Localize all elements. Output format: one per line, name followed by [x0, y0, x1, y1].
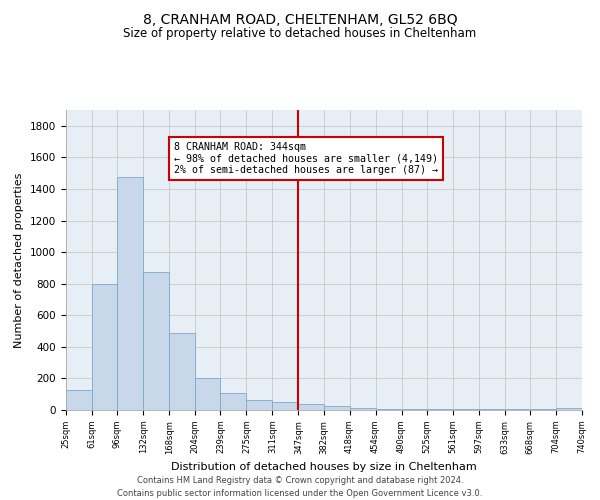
Y-axis label: Number of detached properties: Number of detached properties: [14, 172, 25, 348]
Bar: [195, 378, 220, 410]
Bar: [272, 402, 298, 410]
Bar: [376, 409, 401, 410]
Bar: [427, 409, 453, 410]
Text: Size of property relative to detached houses in Cheltenham: Size of property relative to detached ho…: [124, 28, 476, 40]
Bar: [505, 409, 530, 410]
Bar: [350, 408, 376, 410]
Text: 8 CRANHAM ROAD: 344sqm
← 98% of detached houses are smaller (4,149)
2% of semi-d: 8 CRANHAM ROAD: 344sqm ← 98% of detached…: [174, 142, 438, 175]
Bar: [556, 408, 582, 410]
Bar: [323, 406, 350, 410]
Bar: [220, 394, 247, 410]
Bar: [247, 400, 272, 410]
Bar: [92, 284, 117, 410]
Bar: [401, 409, 427, 410]
X-axis label: Distribution of detached houses by size in Cheltenham: Distribution of detached houses by size …: [171, 462, 477, 472]
Text: 8, CRANHAM ROAD, CHELTENHAM, GL52 6BQ: 8, CRANHAM ROAD, CHELTENHAM, GL52 6BQ: [143, 12, 457, 26]
Bar: [479, 409, 505, 410]
Bar: [143, 272, 169, 410]
Bar: [530, 409, 556, 410]
Text: Contains HM Land Registry data © Crown copyright and database right 2024.
Contai: Contains HM Land Registry data © Crown c…: [118, 476, 482, 498]
Bar: [453, 409, 479, 410]
Bar: [298, 404, 323, 410]
Bar: [169, 332, 195, 410]
Bar: [117, 177, 143, 410]
Bar: [66, 390, 92, 410]
